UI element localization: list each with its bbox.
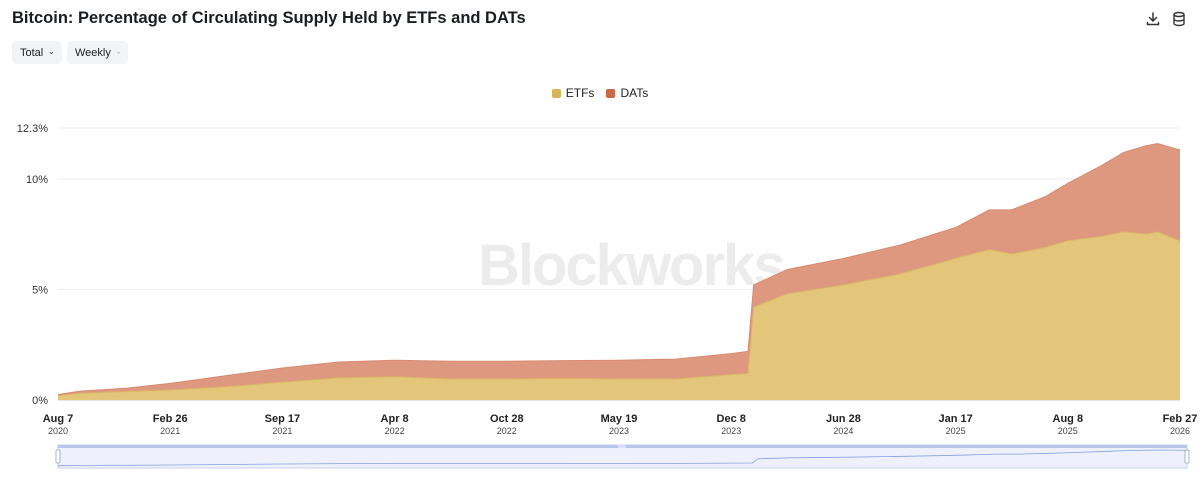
legend-item-dats[interactable]: DATs xyxy=(606,86,648,100)
y-tick-label: 5% xyxy=(32,284,48,296)
x-tick-year: 2022 xyxy=(385,426,405,436)
x-tick-label: Aug 7 xyxy=(43,413,74,425)
x-tick-year: 2024 xyxy=(833,426,853,436)
x-tick-year: 2023 xyxy=(609,426,629,436)
x-tick-year: 2023 xyxy=(721,426,741,436)
x-tick-year: 2020 xyxy=(48,426,68,436)
x-tick-label: Apr 8 xyxy=(381,413,409,425)
chart-legend: ETFs DATs xyxy=(0,86,1200,100)
x-tick-year: 2026 xyxy=(1170,426,1190,436)
x-tick-year: 2025 xyxy=(1058,426,1078,436)
chevron-down-icon xyxy=(117,51,120,54)
chart-title: Bitcoin: Percentage of Circulating Suppl… xyxy=(12,9,526,27)
etfs-series-line xyxy=(57,231,1181,397)
range-navigator-grip[interactable] xyxy=(618,445,626,448)
y-tick-label: 0% xyxy=(32,395,48,407)
range-handle-left[interactable] xyxy=(55,449,61,464)
y-tick-label: 10% xyxy=(26,174,48,186)
x-tick-label: Sep 17 xyxy=(265,413,300,425)
legend-swatch-dats xyxy=(606,88,616,98)
x-tick-year: 2021 xyxy=(160,426,180,436)
x-tick-label: Feb 26 xyxy=(153,413,188,425)
x-tick-year: 2025 xyxy=(946,426,966,436)
legend-label-dats: DATs xyxy=(620,86,649,100)
x-tick-label: Oct 28 xyxy=(490,413,524,425)
legend-swatch-etfs xyxy=(551,88,561,98)
x-tick-year: 2021 xyxy=(272,426,292,436)
x-tick-label: Dec 8 xyxy=(717,413,746,425)
range-handle-right[interactable] xyxy=(1184,449,1190,464)
x-tick-label: Feb 27 xyxy=(1163,413,1198,425)
range-navigator-line xyxy=(57,449,1188,467)
frequency-dropdown[interactable]: Weekly xyxy=(67,41,128,64)
legend-label-etfs: ETFs xyxy=(565,86,595,100)
chevron-down-icon xyxy=(49,51,54,54)
frequency-dropdown-label: Weekly xyxy=(75,46,111,59)
x-tick-label: Jun 28 xyxy=(826,413,861,425)
total-dropdown-label: Total xyxy=(20,46,44,59)
dats-series-line xyxy=(57,142,1181,395)
x-tick-label: Aug 8 xyxy=(1053,413,1084,425)
legend-item-etfs[interactable]: ETFs xyxy=(551,86,595,100)
total-dropdown[interactable]: Total xyxy=(12,41,62,64)
etfs-area xyxy=(58,231,1180,400)
download-icon[interactable] xyxy=(1144,10,1162,28)
x-tick-label: May 19 xyxy=(601,413,638,425)
y-tick-label: 12.3% xyxy=(17,123,48,135)
x-tick-label: Jan 17 xyxy=(938,413,972,425)
database-icon[interactable] xyxy=(1170,10,1188,28)
x-tick-year: 2022 xyxy=(497,426,517,436)
